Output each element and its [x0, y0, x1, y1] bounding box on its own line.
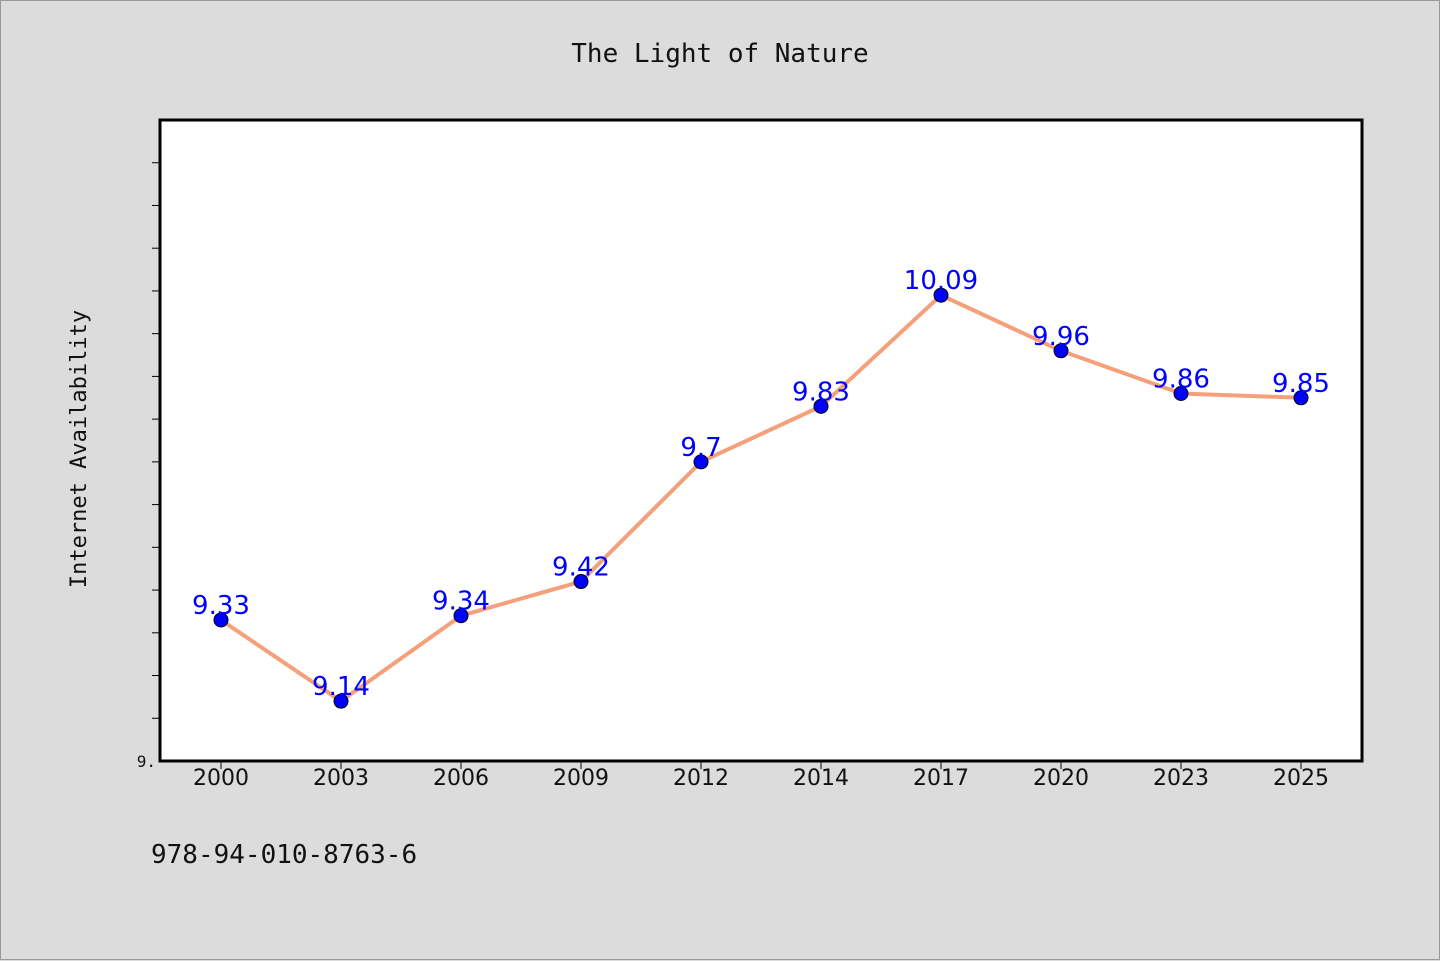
x-tick-label: 2014 — [793, 766, 849, 791]
data-label: 9.85 — [1272, 369, 1330, 399]
x-axis-ticks: 2000 2003 2006 2009 2012 2014 2017 2020 2023 2025 — [193, 761, 1329, 791]
data-label: 9.14 — [312, 672, 370, 702]
data-point — [1173, 385, 1189, 401]
y-axis-label: Internet Availability — [67, 310, 92, 588]
data-point — [933, 287, 949, 303]
y-axis-ticks: 9. — [137, 162, 160, 771]
data-labels: 9.33 9.14 9.34 9.42 9.7 9.83 10.09 9.96 9.86 9.85 — [192, 266, 1330, 702]
data-point — [693, 454, 709, 470]
x-tick-label: 2023 — [1153, 766, 1209, 791]
data-point — [1053, 343, 1069, 359]
chart-title: The Light of Nature — [571, 39, 868, 69]
data-label: 9.86 — [1152, 364, 1210, 394]
x-tick-label: 2020 — [1033, 766, 1089, 791]
plot-area — [158, 118, 1364, 763]
data-point — [573, 574, 589, 590]
data-point — [333, 693, 349, 709]
data-point — [213, 612, 229, 628]
x-tick-label: 2012 — [673, 766, 729, 791]
x-tick-label: 2025 — [1273, 766, 1329, 791]
data-label: 9.7 — [680, 433, 721, 463]
data-label: 10.09 — [904, 266, 978, 296]
data-points — [213, 287, 1309, 709]
x-tick-label: 2003 — [313, 766, 369, 791]
data-point — [1293, 390, 1309, 406]
x-tick-label: 2000 — [193, 766, 249, 791]
series-line-group — [219, 293, 1302, 704]
data-label: 9.33 — [192, 591, 250, 621]
footer-isbn: 978-94-010-8763-6 — [151, 840, 417, 870]
data-label: 9.42 — [552, 553, 610, 583]
data-label: 9.83 — [792, 377, 850, 407]
series-line — [219, 293, 1302, 704]
x-tick-label: 2006 — [433, 766, 489, 791]
data-label: 9.96 — [1032, 322, 1090, 352]
data-label: 9.34 — [432, 587, 490, 617]
x-tick-label: 2017 — [913, 766, 969, 791]
data-point — [453, 608, 469, 624]
x-tick-label: 2009 — [553, 766, 609, 791]
data-point — [813, 398, 829, 414]
y-tick-label: 9. — [137, 752, 156, 771]
